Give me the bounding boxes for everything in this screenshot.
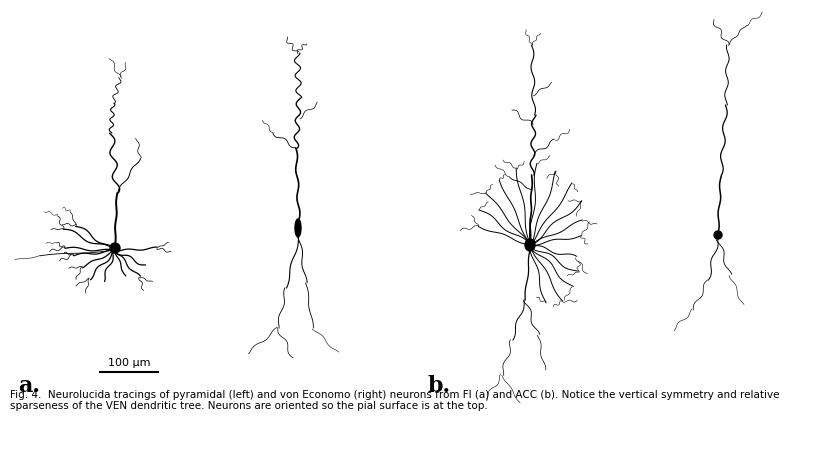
Text: b.: b. <box>428 375 451 397</box>
Text: sparseness of the VEN dendritic tree. Neurons are oriented so the pial surface i: sparseness of the VEN dendritic tree. Ne… <box>10 401 488 411</box>
Text: a.: a. <box>18 375 40 397</box>
Ellipse shape <box>110 243 120 253</box>
Ellipse shape <box>714 231 722 239</box>
Text: 100 μm: 100 μm <box>108 358 150 368</box>
Ellipse shape <box>295 219 301 237</box>
Ellipse shape <box>525 239 535 251</box>
Text: Fig. 4.  Neurolucida tracings of pyramidal (left) and von Economo (right) neuron: Fig. 4. Neurolucida tracings of pyramida… <box>10 390 780 400</box>
